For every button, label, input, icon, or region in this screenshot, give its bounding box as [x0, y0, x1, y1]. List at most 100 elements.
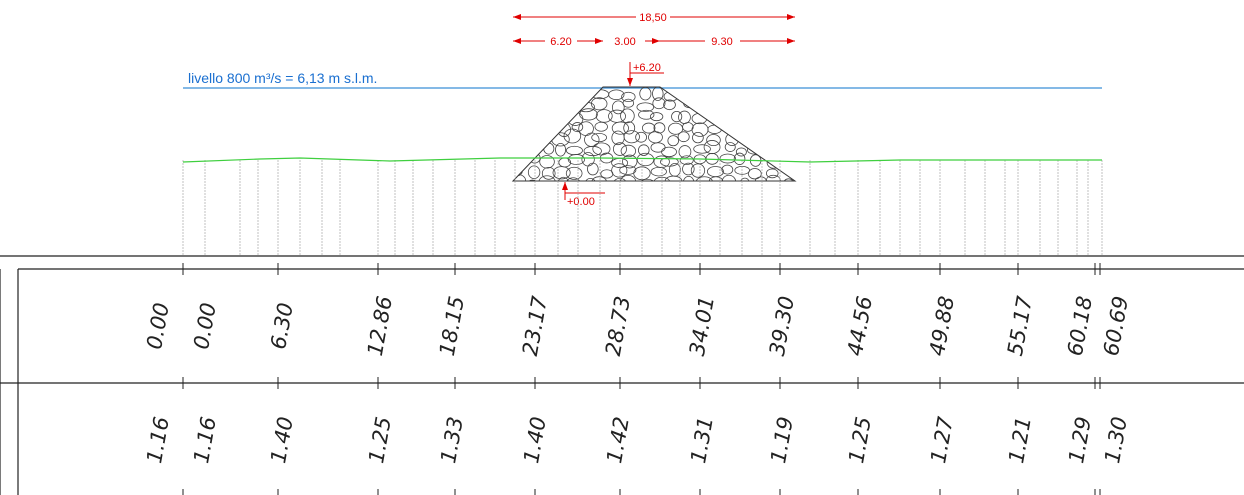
- stone: [690, 163, 706, 178]
- stone: [611, 100, 625, 115]
- stone: [608, 109, 626, 123]
- stone: [735, 147, 747, 157]
- stone: [726, 111, 738, 122]
- stone: [725, 87, 740, 100]
- stone: [709, 98, 721, 112]
- stone: [725, 132, 739, 146]
- stone: [637, 144, 650, 156]
- stone: [751, 123, 768, 133]
- stone: [735, 90, 750, 102]
- table-cell: 6.30: [266, 301, 298, 351]
- stone: [638, 109, 655, 120]
- stone: [623, 130, 640, 144]
- stone: [762, 98, 775, 111]
- stone: [695, 176, 714, 181]
- ground-verticals: [182, 160, 1103, 255]
- stone: [622, 98, 635, 108]
- stone: [691, 122, 709, 137]
- table-cell: 1.16: [189, 415, 221, 465]
- stone: [693, 144, 711, 154]
- stone: [552, 166, 571, 180]
- stone: [649, 112, 664, 122]
- stone: [750, 107, 762, 121]
- stone: [584, 177, 597, 181]
- stone: [782, 178, 795, 181]
- stone: [565, 166, 583, 180]
- stone: [739, 177, 751, 181]
- stone: [694, 98, 710, 109]
- stone: [773, 143, 790, 157]
- stone: [671, 111, 683, 123]
- stone: [565, 145, 583, 156]
- table-cell: 12.86: [363, 294, 397, 357]
- stone: [526, 121, 541, 132]
- stone: [571, 122, 584, 133]
- stone: [775, 122, 791, 133]
- stone: [557, 176, 570, 181]
- stone: [620, 108, 635, 124]
- stone: [636, 102, 655, 112]
- stone: [513, 134, 528, 144]
- stone: [706, 134, 721, 147]
- stone: [679, 87, 697, 101]
- stone: [683, 99, 696, 109]
- stone: [521, 134, 537, 143]
- stone: [652, 97, 666, 110]
- stone: [678, 110, 691, 124]
- stone: [526, 142, 538, 155]
- stone: [623, 121, 636, 135]
- stone: [565, 177, 582, 181]
- table-cell: 1.29: [1064, 415, 1096, 465]
- stone: [746, 88, 764, 98]
- stone: [613, 142, 627, 156]
- stone: [513, 144, 525, 154]
- stone: [622, 154, 638, 169]
- stone: [527, 165, 541, 180]
- stone: [650, 166, 667, 177]
- table-cell: 0.00: [142, 301, 174, 351]
- stone: [663, 99, 676, 111]
- stone: [639, 87, 652, 101]
- stone: [765, 168, 779, 179]
- stone: [738, 100, 752, 112]
- stone: [590, 97, 608, 111]
- table-cell: 49.88: [925, 294, 959, 357]
- water-level-label: livello 800 m³/s = 6,13 m s.l.m.: [188, 70, 377, 86]
- stone: [539, 102, 551, 114]
- stone: [591, 176, 607, 181]
- stone: [554, 87, 570, 98]
- stone: [763, 143, 775, 156]
- stone: [558, 157, 572, 168]
- table-cell: 1.25: [364, 415, 396, 465]
- stone: [611, 163, 628, 178]
- stone: [653, 176, 671, 181]
- stone: [710, 109, 725, 121]
- stone: [777, 110, 792, 120]
- stone: [551, 132, 570, 147]
- stone: [608, 89, 625, 100]
- stone: [724, 142, 736, 152]
- table-cell: 1.27: [926, 414, 958, 465]
- stone: [652, 87, 664, 101]
- stone: [620, 174, 637, 181]
- stone: [526, 179, 539, 181]
- stone: [594, 121, 608, 132]
- stone: [750, 131, 766, 146]
- stone: [661, 146, 677, 158]
- table-frame: [0, 255, 1244, 495]
- stone: [636, 152, 655, 167]
- stone: [682, 162, 695, 176]
- stone: [525, 110, 544, 123]
- stone: [541, 166, 556, 180]
- ground-line: [182, 157, 1102, 163]
- table-ticks: [182, 263, 1101, 495]
- stone: [667, 135, 679, 147]
- stone: [587, 162, 599, 176]
- table-cell: 1.40: [519, 415, 551, 465]
- stone: [581, 152, 595, 167]
- stone: [677, 131, 690, 143]
- table-cell: 39.30: [765, 294, 799, 357]
- table-cell: 28.73: [601, 294, 635, 357]
- stone: [555, 142, 567, 157]
